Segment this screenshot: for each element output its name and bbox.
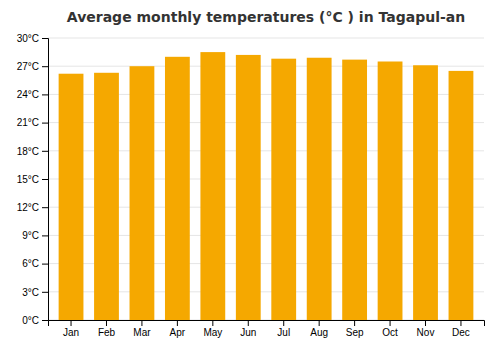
y-tick: 0°C	[22, 315, 48, 326]
x-tick: Aug	[310, 320, 328, 338]
tick-mark	[42, 264, 48, 265]
x-tick: May	[203, 320, 222, 338]
plot: 0°C 3°C 6°C 9°C 12°C 15°C 18°C 21°C 24°C 27°C 30°C…	[17, 33, 485, 338]
x-tick: Jul	[277, 320, 290, 338]
bar	[59, 74, 84, 320]
y-tick: 3°C	[22, 287, 48, 298]
tick-label: 18°C	[17, 146, 39, 157]
tick-label: Feb	[98, 327, 116, 338]
tick-label: 9°C	[22, 230, 39, 241]
tick-mark	[42, 94, 48, 95]
tick-label: Jun	[240, 327, 256, 338]
tick-label: 6°C	[22, 258, 39, 269]
x-tick: Nov	[417, 320, 435, 338]
x-tick: Sep	[346, 320, 364, 338]
tick-label: Aug	[310, 327, 328, 338]
chart: 0°C 3°C 6°C 9°C 12°C 15°C 18°C 21°C 24°C 27°C 30°C…	[0, 0, 500, 350]
tick-label: Oct	[382, 327, 398, 338]
tick-label: 0°C	[22, 315, 39, 326]
tick-label: 3°C	[22, 287, 39, 298]
tick-mark	[42, 235, 48, 236]
tick-mark	[425, 320, 426, 326]
tick-label: Nov	[417, 327, 435, 338]
x-tick: Feb	[98, 320, 116, 338]
tick-mark	[177, 320, 178, 326]
y-tick: 9°C	[22, 230, 48, 241]
x-tick: Jan	[63, 320, 79, 338]
tick-mark	[248, 320, 249, 326]
y-tick: 24°C	[17, 89, 48, 100]
tick-label: 24°C	[17, 89, 39, 100]
tick-mark	[42, 207, 48, 208]
title: Average monthly temperatures (°C ) in Ta…	[67, 9, 465, 25]
tick-mark	[319, 320, 320, 326]
tick-mark	[42, 320, 48, 321]
y-axis: 0°C 3°C 6°C 9°C 12°C 15°C 18°C 21°C 24°C 27°C 30°C	[17, 33, 49, 326]
bar	[236, 55, 261, 320]
x-tick: Dec	[452, 320, 470, 338]
tick-label: 30°C	[17, 33, 39, 44]
bar	[200, 52, 225, 320]
axis-line	[42, 39, 49, 321]
tick-label: Apr	[170, 327, 186, 338]
tick-mark	[71, 320, 72, 326]
tick-label: Jul	[277, 327, 290, 338]
bar	[342, 60, 367, 320]
tick-label: Sep	[346, 327, 364, 338]
x-tick: Apr	[170, 320, 186, 338]
tick-label: 15°C	[17, 174, 39, 185]
grid	[48, 38, 484, 320]
tick-mark	[42, 179, 48, 180]
tick-mark	[460, 320, 461, 326]
bars	[59, 52, 474, 320]
tick-mark	[42, 292, 48, 293]
y-tick: 18°C	[17, 146, 48, 157]
tick-mark	[106, 320, 107, 326]
y-tick: 12°C	[17, 202, 48, 213]
tick-label: Mar	[133, 327, 151, 338]
y-tick: 30°C	[17, 33, 48, 44]
bar	[413, 65, 438, 320]
tick-mark	[42, 151, 48, 152]
bar	[165, 57, 190, 320]
tick-mark	[354, 320, 355, 326]
tick-label: Jan	[63, 327, 79, 338]
y-tick: 21°C	[17, 117, 48, 128]
tick-label: 21°C	[17, 117, 39, 128]
tick-label: Dec	[452, 327, 470, 338]
bar	[449, 71, 474, 320]
y-tick: 27°C	[17, 61, 48, 72]
tick-label: 27°C	[17, 61, 39, 72]
bar	[130, 66, 155, 320]
x-tick: Mar	[133, 320, 151, 338]
bar	[94, 73, 119, 320]
tick-label: May	[203, 327, 222, 338]
bar	[271, 59, 296, 320]
x-axis: Jan Feb Mar Apr May Jun Jul Aug Sep Oct Nov Dec	[49, 320, 485, 338]
axis-line	[49, 321, 485, 327]
tick-mark	[42, 123, 48, 124]
x-tick: Oct	[382, 320, 398, 338]
y-tick: 6°C	[22, 258, 48, 269]
bar	[378, 62, 403, 321]
bar	[307, 58, 332, 320]
tick-mark	[42, 66, 48, 67]
grid-line	[48, 38, 484, 39]
tick-mark	[42, 38, 48, 39]
tick-mark	[212, 320, 213, 326]
tick-label: 12°C	[17, 202, 39, 213]
tick-mark	[141, 320, 142, 326]
tick-mark	[283, 320, 284, 326]
tick-mark	[390, 320, 391, 326]
y-tick: 15°C	[17, 174, 48, 185]
x-tick: Jun	[240, 320, 256, 338]
